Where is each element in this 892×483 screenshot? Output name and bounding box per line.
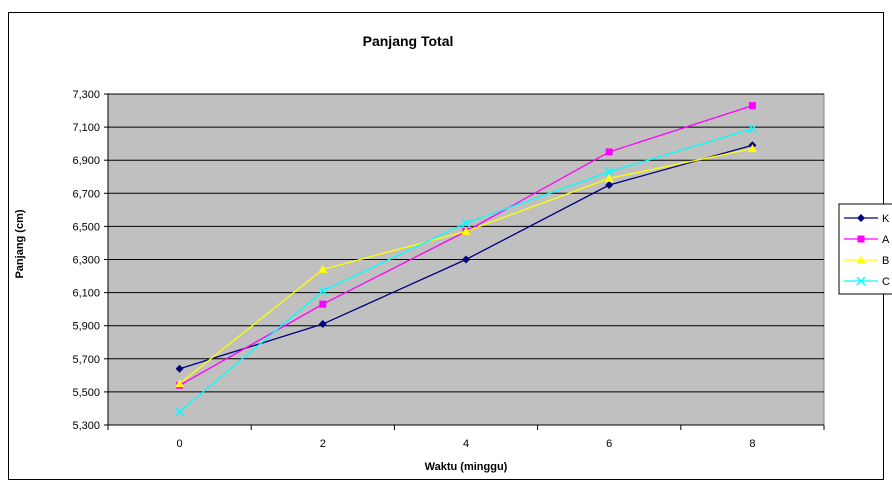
data-point-k [605, 181, 614, 190]
series-k [175, 141, 757, 373]
legend-label-a: A [882, 234, 890, 246]
x-tick-label: 0 [177, 438, 183, 450]
data-point-b [604, 173, 614, 182]
x-axis-label: Waktu (minggu) [425, 461, 508, 473]
x-tick-label: 6 [606, 438, 612, 450]
y-tick-label: 6,700 [72, 188, 100, 200]
y-tick-label: 5,500 [72, 387, 100, 399]
axes: 5,300 5,500 5,700 5,900 6,100 6,300 6,500 6,700… [72, 89, 825, 450]
data-point-a [605, 148, 613, 156]
data-point-c [747, 124, 757, 134]
data-point-a [748, 102, 756, 110]
legend-marker-c [856, 276, 866, 286]
x-tick-label: 2 [320, 438, 326, 450]
data-point-a [319, 300, 327, 308]
data-point-b [747, 144, 757, 153]
data-point-c [604, 167, 614, 177]
data-point-c [461, 218, 471, 228]
legend-box [838, 203, 892, 295]
x-tick-label: 4 [463, 438, 469, 450]
series-layer [175, 102, 757, 417]
y-tick-label: 6,900 [72, 155, 100, 167]
series-c [175, 124, 757, 417]
legend-marker-k [857, 214, 865, 222]
data-point-b [318, 264, 328, 273]
gridlines [108, 93, 824, 426]
y-tick-label: 5,700 [72, 354, 100, 366]
legend-label-b: B [882, 255, 889, 267]
y-tick-label: 5,300 [72, 420, 100, 432]
legend-marker-a [857, 235, 865, 243]
x-tick-label: 8 [749, 438, 755, 450]
y-tick-label: 6,300 [72, 255, 100, 267]
y-tick-label: 7,100 [72, 122, 100, 134]
legend-marker-b [856, 255, 866, 264]
y-axis-label: Panjang (cm) [14, 209, 26, 278]
y-tick-label: 5,900 [72, 321, 100, 333]
data-point-k [175, 364, 184, 373]
data-point-b [175, 379, 185, 388]
data-point-c [175, 407, 185, 417]
data-point-b [461, 226, 471, 235]
chart-title: Panjang Total [363, 33, 454, 49]
y-tick-label: 7,300 [72, 89, 100, 101]
y-tick-label: 6,500 [72, 221, 100, 233]
legend-label-k: K [882, 213, 890, 225]
data-point-k [462, 255, 470, 264]
data-point-c [318, 286, 328, 296]
data-point-k [318, 320, 327, 329]
series-b [175, 144, 757, 388]
legend-label-c: C [882, 276, 890, 288]
y-tick-label: 6,100 [72, 288, 100, 300]
